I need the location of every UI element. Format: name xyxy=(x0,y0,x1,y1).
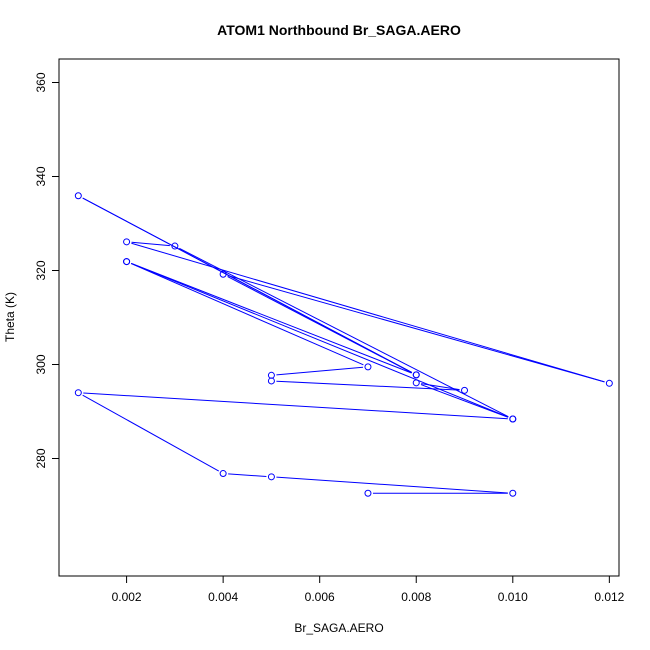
data-point xyxy=(412,371,420,379)
series-segment xyxy=(82,394,220,472)
data-point xyxy=(509,489,517,497)
chart-title: ATOM1 Northbound Br_SAGA.AERO xyxy=(217,22,461,38)
series-segment xyxy=(276,476,508,494)
y-axis-label: Theta (K) xyxy=(3,292,17,342)
series-layer xyxy=(74,192,613,497)
data-point xyxy=(267,473,275,481)
data-point xyxy=(74,389,82,397)
series-segment xyxy=(179,247,509,418)
x-tick-label: 0.002 xyxy=(112,590,142,604)
y-tick-label: 280 xyxy=(34,448,48,468)
y-tick-label: 360 xyxy=(34,72,48,92)
data-point xyxy=(74,192,82,200)
series-segment xyxy=(276,380,460,391)
series-segment xyxy=(131,262,412,374)
data-point xyxy=(605,379,613,387)
series-segment xyxy=(130,263,364,366)
data-point xyxy=(267,371,275,379)
series-segment xyxy=(276,366,364,376)
data-point xyxy=(123,238,131,246)
data-point xyxy=(509,415,517,423)
y-axis: 280 300 320 340 360 xyxy=(34,72,60,469)
x-axis: 0.002 0.004 0.006 0.008 0.010 0.012 xyxy=(112,575,625,604)
y-tick-label: 320 xyxy=(34,260,48,280)
series-segment xyxy=(227,275,605,383)
x-tick-label: 0.008 xyxy=(401,590,431,604)
x-tick-label: 0.010 xyxy=(498,590,528,604)
data-point xyxy=(219,270,227,278)
data-point xyxy=(219,470,227,478)
data-point xyxy=(123,258,131,266)
x-tick-label: 0.006 xyxy=(305,590,335,604)
data-point xyxy=(461,386,469,394)
plot-frame xyxy=(58,58,620,577)
series-segment xyxy=(228,473,267,477)
series-segment xyxy=(82,197,413,373)
data-point xyxy=(171,242,179,250)
x-axis-label: Br_SAGA.AERO xyxy=(294,621,383,635)
series-segment xyxy=(83,392,508,420)
series-segment xyxy=(131,242,605,383)
x-tick-label: 0.004 xyxy=(208,590,238,604)
series-segment xyxy=(131,262,509,418)
series-segment xyxy=(420,384,509,418)
series-segment xyxy=(131,241,170,247)
y-tick-label: 300 xyxy=(34,354,48,374)
x-tick-label: 0.012 xyxy=(594,590,624,604)
y-tick-label: 340 xyxy=(34,166,48,186)
data-point xyxy=(364,489,372,497)
data-point xyxy=(364,363,372,371)
data-point xyxy=(267,377,275,385)
data-point xyxy=(412,379,420,387)
